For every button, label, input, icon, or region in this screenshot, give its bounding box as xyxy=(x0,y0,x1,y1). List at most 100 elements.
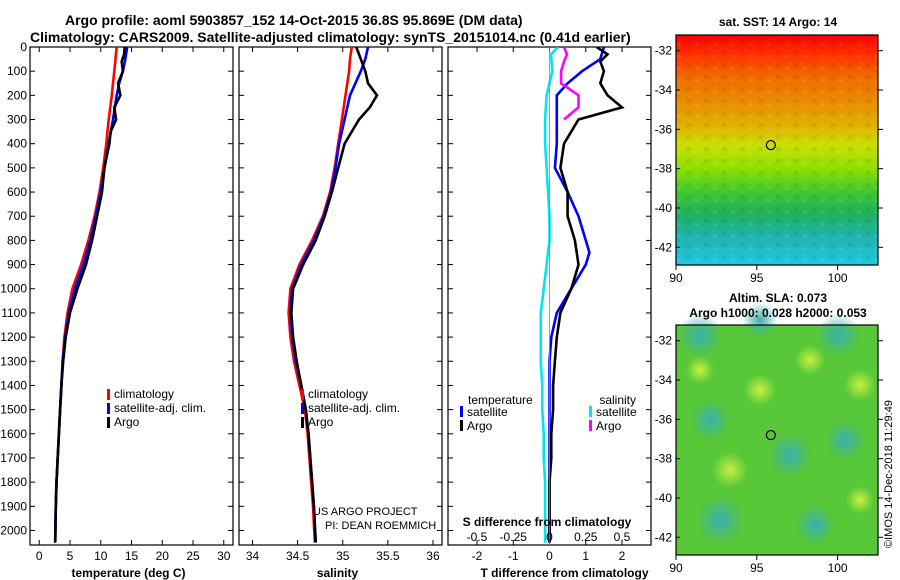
depth-tick-label: 0 xyxy=(20,40,27,54)
depth-tick-label: 400 xyxy=(7,137,27,151)
lon-tick-label: 90 xyxy=(669,561,683,575)
depth-tick-label: 800 xyxy=(7,233,27,247)
map-frame xyxy=(675,324,879,556)
sst-texture xyxy=(676,35,878,265)
series-line-s-satellite xyxy=(539,47,560,543)
legend-swatch xyxy=(107,389,110,400)
depth-tick-label: 1100 xyxy=(1,306,27,320)
sla-feature xyxy=(846,486,874,514)
series-line-argo xyxy=(53,47,126,543)
legend-swatch xyxy=(107,403,110,414)
series-line-t-argo xyxy=(548,47,625,543)
legend-label-salinity: satellite xyxy=(596,405,637,419)
lon-tick-label: 100 xyxy=(828,561,848,575)
depth-tick-label: 1000 xyxy=(0,282,27,296)
x-axis-label: T difference from climatology xyxy=(480,566,648,580)
x-tick-label: 35.5 xyxy=(376,549,400,563)
x-tick-label: 34.5 xyxy=(286,549,310,563)
panel-frame xyxy=(29,46,234,546)
lat-tick-label: -42 xyxy=(655,530,673,544)
legend-swatch xyxy=(460,420,463,431)
lat-tick-label: -36 xyxy=(655,122,673,136)
depth-tick-label: 1500 xyxy=(0,403,27,417)
legend-swatch xyxy=(589,420,592,431)
profile-panel-1: 0100200300400500600700800900100011001200… xyxy=(0,40,234,580)
salinity-tick-label: 0 xyxy=(546,530,553,544)
lat-tick-label: -34 xyxy=(655,373,673,387)
x-axis-label: salinity xyxy=(317,566,359,580)
lat-tick-label: -32 xyxy=(655,334,673,348)
profile-panel-2: 34 34.5 35 35.5 36 salinity climatologysatelli… xyxy=(238,46,443,580)
lat-tick-label: -32 xyxy=(655,44,673,58)
argo-position-marker xyxy=(765,429,776,441)
x-tick-label: 15 xyxy=(125,549,139,563)
sla-feature xyxy=(825,420,865,460)
sla-feature xyxy=(844,369,876,401)
x-tick-label: 36 xyxy=(426,549,440,563)
depth-tick-label: 1700 xyxy=(0,451,27,465)
x-tick-label: -2 xyxy=(472,549,483,563)
salinity-tick-label: -0.5 xyxy=(467,530,488,544)
depth-tick-label: 300 xyxy=(7,113,27,127)
sla-feature xyxy=(696,496,744,544)
legend-label: Argo xyxy=(114,415,140,429)
lon-tick-label: 90 xyxy=(669,271,683,285)
legend-label: satellite-adj. clim. xyxy=(114,401,206,415)
sla-feature xyxy=(795,505,835,545)
x-tick-label: 1 xyxy=(582,549,589,563)
depth-tick-label: 1800 xyxy=(0,475,27,489)
sla-feature xyxy=(712,452,748,488)
legend-swatch xyxy=(301,389,304,400)
imos-credit: ©IMOS 14-Dec-2018 11:29:49 xyxy=(883,400,895,548)
sla-feature xyxy=(686,356,714,384)
depth-tick-label: 700 xyxy=(7,209,27,223)
lat-tick-label: -38 xyxy=(655,452,673,466)
title-line2: Climatology: CARS2009. Satellite-adjuste… xyxy=(30,29,631,45)
lat-tick-label: -42 xyxy=(655,240,673,254)
legend-label-temperature: satellite xyxy=(467,405,508,419)
sla-feature xyxy=(768,433,812,477)
depth-tick-label: 1600 xyxy=(0,427,27,441)
sla-map-title: Altim. SLA: 0.073 xyxy=(729,291,827,305)
sla-feature xyxy=(795,345,825,375)
legend-label: climatology xyxy=(308,387,368,401)
difference-panel-extras: temperature salinitysatelliteArgosatellit… xyxy=(460,47,637,545)
depth-tick-label: 1400 xyxy=(0,378,27,392)
legend-title-temperature: temperature xyxy=(468,393,533,407)
depth-tick-label: 900 xyxy=(7,258,27,272)
sst-map-title: sat. SST: 14 Argo: 14 xyxy=(719,15,838,29)
x-tick-label: 35 xyxy=(336,549,350,563)
x-tick-label: 20 xyxy=(156,549,170,563)
sla-feature xyxy=(816,313,860,357)
x-tick-label: 34 xyxy=(246,549,260,563)
legend-swatch xyxy=(107,417,110,428)
legend-swatch xyxy=(589,406,592,417)
depth-tick-label: 100 xyxy=(7,64,27,78)
x-tick-label: 2 xyxy=(619,549,626,563)
series-line-argo xyxy=(289,47,379,543)
depth-tick-label: 1200 xyxy=(0,330,27,344)
title-line1: Argo profile: aoml 5903857_152 14-Oct-20… xyxy=(65,12,523,28)
credit-pi: PI: DEAN ROEMMICH xyxy=(325,520,436,532)
x-tick-label: 25 xyxy=(186,549,200,563)
legend-swatch xyxy=(301,403,304,414)
salinity-tick-label: 0.25 xyxy=(574,530,598,544)
argo-position-marker xyxy=(765,139,776,151)
legend-label: satellite-adj. clim. xyxy=(308,401,400,415)
legend-swatch xyxy=(460,406,463,417)
x-tick-label: 0 xyxy=(546,549,553,563)
legend-label: climatology xyxy=(114,387,174,401)
lat-tick-label: -34 xyxy=(655,83,673,97)
credit-project: US ARGO PROJECT xyxy=(313,506,418,518)
salinity-tick-label: 0.5 xyxy=(614,530,631,544)
sst-map: -32 -34 -36 -38 -40 -42 90 95 100 xyxy=(655,34,883,285)
depth-tick-label: 200 xyxy=(7,88,27,102)
x-tick-label: 30 xyxy=(217,549,231,563)
sla-feature xyxy=(744,374,776,406)
lat-tick-label: -40 xyxy=(655,491,673,505)
lon-tick-label: 95 xyxy=(750,561,764,575)
x-tick-label: 0 xyxy=(36,549,43,563)
series-line-s-argo xyxy=(559,47,580,121)
depth-tick-label: 600 xyxy=(7,185,27,199)
